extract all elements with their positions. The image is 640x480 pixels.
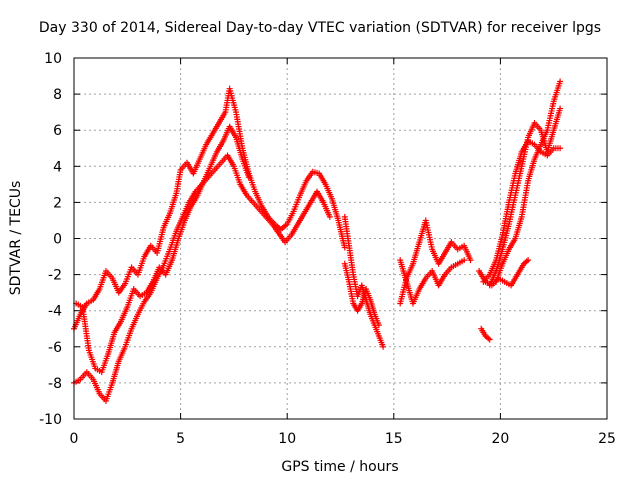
x-tick-label: 20 [491, 431, 509, 447]
series-1 [71, 85, 348, 332]
y-tick-label: 6 [53, 123, 62, 139]
data-point [486, 336, 493, 343]
data-point [525, 257, 532, 264]
x-tick-label: 5 [176, 431, 185, 447]
data-point [461, 257, 468, 264]
plot-frame [73, 57, 608, 420]
data-point [557, 145, 564, 152]
series-3 [73, 123, 252, 376]
y-axis-label: SDTVAR / TECUs [8, 181, 24, 296]
series-5 [341, 260, 382, 329]
y-tick-label: 0 [53, 232, 62, 248]
x-axis-label: GPS time / hours [281, 459, 398, 475]
series-7 [397, 257, 468, 307]
y-tick-label: -2 [48, 268, 62, 284]
x-tick-label: 10 [278, 431, 296, 447]
y-tick-label: -8 [48, 376, 62, 392]
y-tick-label: -6 [48, 340, 62, 356]
data-point [557, 105, 564, 112]
data-point [467, 257, 474, 264]
chart-title: Day 330 of 2014, Sidereal Day-to-day VTE… [39, 20, 601, 36]
data-point [380, 343, 387, 350]
y-tick-label: -4 [48, 304, 62, 320]
x-tick-label: 25 [598, 431, 616, 447]
data-point [326, 213, 333, 220]
y-tick-label: 8 [53, 87, 62, 103]
series-6 [397, 217, 474, 307]
series-12 [493, 78, 564, 285]
data-point [557, 78, 564, 85]
data-point [375, 322, 382, 329]
series-10 [480, 138, 564, 285]
series-2 [71, 152, 333, 404]
y-tick-label: 2 [53, 195, 62, 211]
series-8 [478, 325, 493, 343]
data-point [341, 244, 348, 251]
y-tick-label: 10 [44, 51, 62, 67]
data-points [71, 78, 564, 404]
data-point [245, 174, 252, 181]
y-tick-label: 4 [53, 159, 62, 175]
x-tick-label: 15 [385, 431, 403, 447]
y-tick-label: -10 [39, 412, 62, 428]
x-tick-label: 0 [70, 431, 79, 447]
axis-ticks: 0 5 10 15 20 25 -10 -8 -6 -4 -2 0 2 4 6 8 10 [39, 51, 616, 447]
